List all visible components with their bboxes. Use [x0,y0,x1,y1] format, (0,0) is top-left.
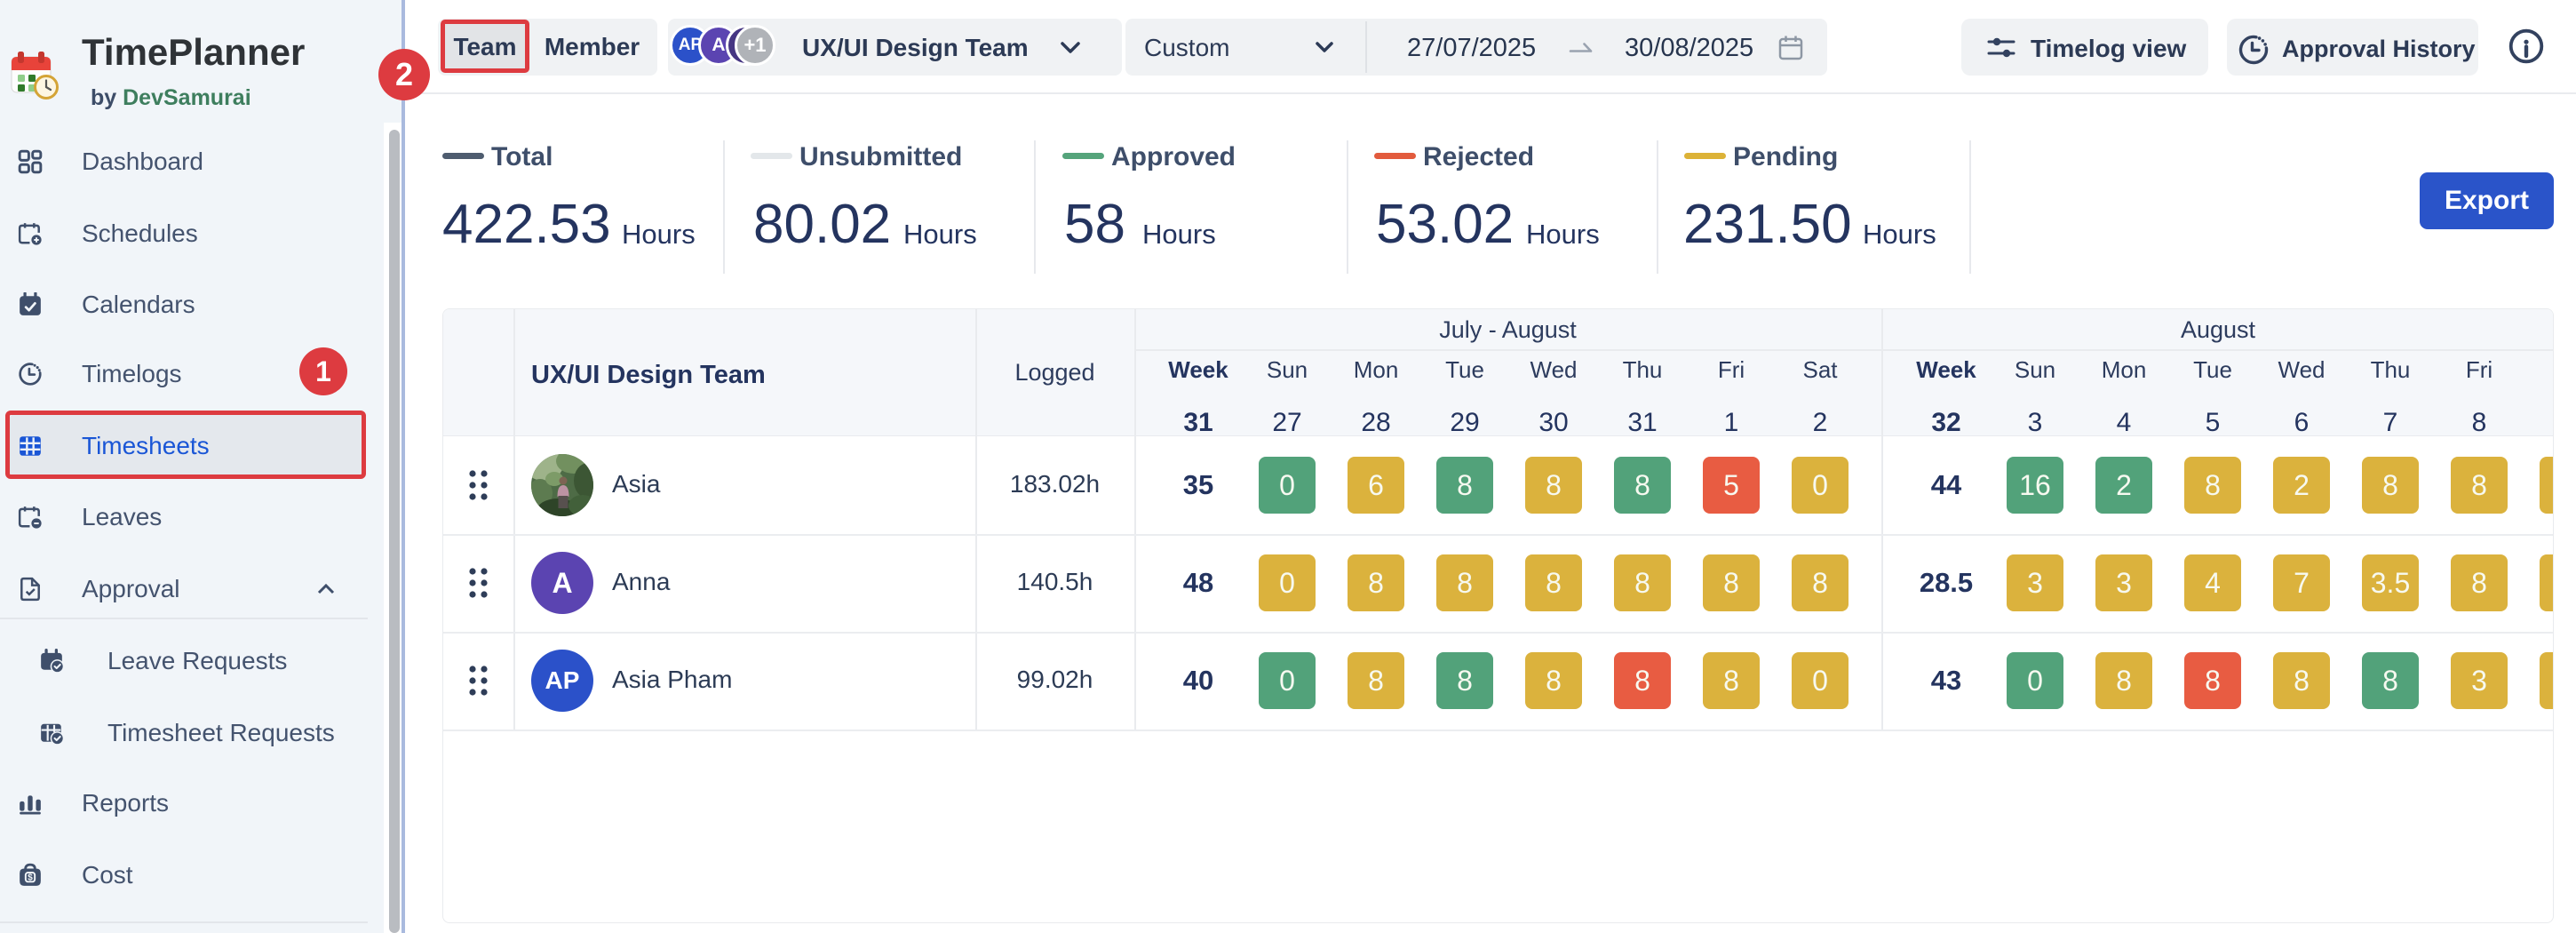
svg-text:$: $ [28,873,33,882]
